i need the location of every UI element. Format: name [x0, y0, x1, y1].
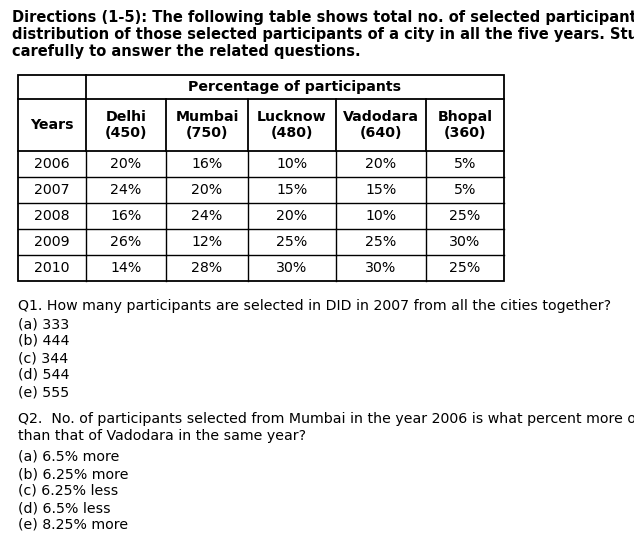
- Text: 20%: 20%: [276, 209, 307, 223]
- Text: (360): (360): [444, 126, 486, 140]
- Text: 25%: 25%: [450, 261, 481, 275]
- Text: 2010: 2010: [34, 261, 70, 275]
- Text: Percentage of participants: Percentage of participants: [188, 80, 401, 94]
- Text: 30%: 30%: [365, 261, 397, 275]
- Text: 28%: 28%: [191, 261, 223, 275]
- Text: 10%: 10%: [365, 209, 396, 223]
- Text: 30%: 30%: [450, 235, 481, 249]
- Text: (e) 8.25% more: (e) 8.25% more: [18, 518, 128, 532]
- Text: (b) 444: (b) 444: [18, 334, 70, 348]
- Bar: [18, 75, 504, 281]
- Text: (450): (450): [105, 126, 147, 140]
- Text: (e) 555: (e) 555: [18, 385, 69, 399]
- Text: (a) 6.5% more: (a) 6.5% more: [18, 450, 119, 464]
- Text: (d) 6.5% less: (d) 6.5% less: [18, 501, 110, 515]
- Text: Years: Years: [30, 118, 74, 132]
- Text: 25%: 25%: [450, 209, 481, 223]
- Text: 24%: 24%: [110, 183, 141, 197]
- Text: (750): (750): [186, 126, 228, 140]
- Text: 16%: 16%: [110, 209, 141, 223]
- Text: 2009: 2009: [34, 235, 70, 249]
- Text: 5%: 5%: [454, 183, 476, 197]
- Text: 5%: 5%: [454, 157, 476, 171]
- Text: (480): (480): [271, 126, 313, 140]
- Text: 20%: 20%: [110, 157, 141, 171]
- Text: Lucknow: Lucknow: [257, 110, 327, 124]
- Text: 30%: 30%: [276, 261, 307, 275]
- Text: 15%: 15%: [365, 183, 397, 197]
- Text: Delhi: Delhi: [106, 110, 146, 124]
- Text: Directions (1-5): The following table shows total no. of selected participants a: Directions (1-5): The following table sh…: [12, 10, 634, 25]
- Text: 2007: 2007: [34, 183, 70, 197]
- Text: (c) 344: (c) 344: [18, 351, 68, 365]
- Text: (c) 6.25% less: (c) 6.25% less: [18, 484, 119, 498]
- Text: Bhopal: Bhopal: [437, 110, 493, 124]
- Text: carefully to answer the related questions.: carefully to answer the related question…: [12, 44, 361, 59]
- Text: (d) 544: (d) 544: [18, 368, 70, 382]
- Text: 2008: 2008: [34, 209, 70, 223]
- Text: than that of Vadodara in the same year?: than that of Vadodara in the same year?: [18, 429, 306, 443]
- Text: 24%: 24%: [191, 209, 223, 223]
- Text: 12%: 12%: [191, 235, 223, 249]
- Text: 25%: 25%: [365, 235, 397, 249]
- Text: 15%: 15%: [276, 183, 307, 197]
- Text: 2006: 2006: [34, 157, 70, 171]
- Text: Mumbai: Mumbai: [176, 110, 238, 124]
- Text: Q1. How many participants are selected in DID in 2007 from all the cities togeth: Q1. How many participants are selected i…: [18, 299, 611, 313]
- Text: 16%: 16%: [191, 157, 223, 171]
- Text: 25%: 25%: [276, 235, 307, 249]
- Text: 14%: 14%: [110, 261, 141, 275]
- Text: (a) 333: (a) 333: [18, 317, 69, 331]
- Text: 20%: 20%: [191, 183, 223, 197]
- Text: 10%: 10%: [276, 157, 307, 171]
- Text: 20%: 20%: [365, 157, 396, 171]
- Text: distribution of those selected participants of a city in all the five years. Stu: distribution of those selected participa…: [12, 27, 634, 42]
- Text: (b) 6.25% more: (b) 6.25% more: [18, 467, 129, 481]
- Text: 26%: 26%: [110, 235, 141, 249]
- Text: Vadodara: Vadodara: [343, 110, 419, 124]
- Text: (640): (640): [359, 126, 402, 140]
- Text: Q2.  No. of participants selected from Mumbai in the year 2006 is what percent m: Q2. No. of participants selected from Mu…: [18, 412, 634, 426]
